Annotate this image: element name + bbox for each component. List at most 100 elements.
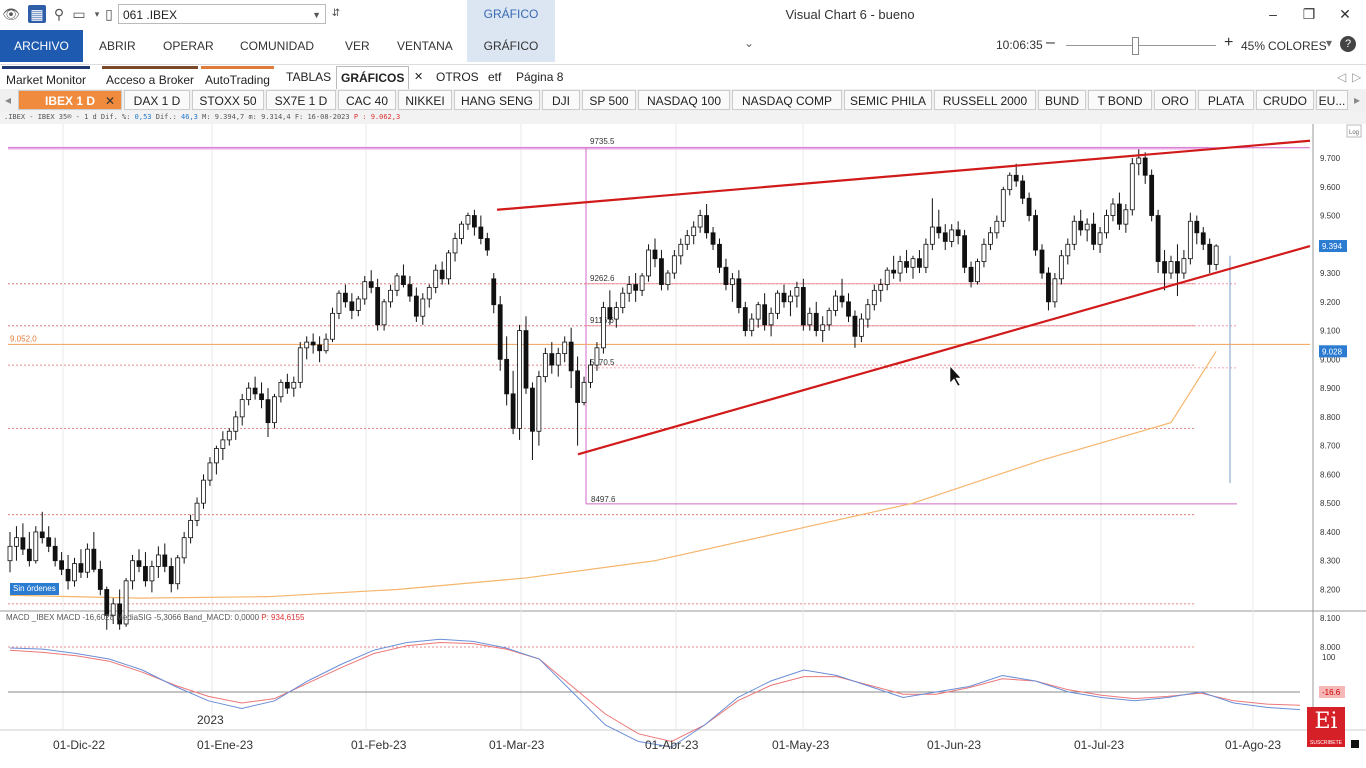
- ribbon-expand-icon[interactable]: ⌄: [744, 36, 755, 50]
- candle: [962, 229, 967, 274]
- dropdown-icon[interactable]: ▾: [94, 9, 100, 19]
- x-axis-label: 01-Jun-23: [927, 738, 982, 752]
- symbol-input[interactable]: 061 .IBEX ▼: [118, 4, 326, 24]
- layout-icon[interactable]: ▦: [28, 5, 46, 23]
- symbol-tab[interactable]: PLATA: [1198, 90, 1254, 110]
- more-icon[interactable]: ⇵: [331, 8, 341, 19]
- close-button[interactable]: ✕: [1339, 6, 1351, 22]
- candle-body: [704, 215, 709, 234]
- symbol-tab[interactable]: HANG SENG: [454, 90, 540, 110]
- symbol-tab[interactable]: SEMIC PHILA: [844, 90, 932, 110]
- last-price-text: 9.394: [1322, 242, 1343, 251]
- candle: [336, 290, 342, 320]
- candle: [794, 281, 800, 308]
- symbol-tab[interactable]: NASDAQ COMP: [732, 90, 842, 110]
- zoom-slider[interactable]: [1066, 45, 1216, 46]
- candle: [968, 261, 974, 288]
- zoom-in-button[interactable]: +: [1224, 34, 1234, 51]
- tab-market-monitor[interactable]: Market Monitor: [2, 66, 91, 91]
- tab-etf[interactable]: etf: [488, 70, 502, 84]
- macd-line: [9, 638, 1301, 748]
- folder-icon[interactable]: ▭: [72, 6, 86, 22]
- symbol-tab[interactable]: NASDAQ 100: [638, 90, 730, 110]
- symbol-scroll-right-icon[interactable]: ▸: [1353, 93, 1361, 107]
- tab-operar[interactable]: OPERAR: [163, 39, 214, 53]
- candle: [265, 388, 271, 438]
- symbol-tab[interactable]: SX7E 1 D: [266, 90, 336, 110]
- tab-tablas[interactable]: TABLAS: [286, 70, 332, 84]
- symbol-tab-active[interactable]: IBEX 1 D ✕: [18, 90, 122, 110]
- candle: [130, 554, 135, 590]
- tab-abrir[interactable]: ABRIR: [99, 39, 136, 53]
- ma-price-text: 9.028: [1322, 347, 1343, 356]
- close-icon[interactable]: ✕: [414, 71, 424, 83]
- symbol-tab[interactable]: T BOND: [1088, 90, 1152, 110]
- candle-body: [1168, 261, 1174, 274]
- candle-body: [594, 347, 600, 366]
- candle-body: [730, 278, 735, 285]
- symbol-tab[interactable]: BUND: [1038, 90, 1086, 110]
- archivo-tab[interactable]: ARCHIVO: [0, 30, 83, 62]
- minimize-button[interactable]: –: [1269, 6, 1277, 22]
- symbol-tab[interactable]: DAX 1 D: [124, 90, 190, 110]
- candle-body: [826, 310, 832, 326]
- candle: [46, 526, 52, 553]
- scroll-left-icon[interactable]: ◁: [1337, 70, 1347, 84]
- help-icon[interactable]: ?: [1340, 36, 1356, 52]
- candle: [1052, 273, 1058, 308]
- candle: [846, 293, 851, 322]
- candle: [1155, 209, 1161, 274]
- candle: [78, 549, 84, 578]
- tab-grafico[interactable]: GRÁFICO: [467, 30, 555, 62]
- candle: [575, 356, 580, 446]
- symbol-tab[interactable]: ORO: [1154, 90, 1196, 110]
- candle: [723, 258, 729, 291]
- tab-otros[interactable]: OTROS: [436, 70, 479, 84]
- candle-body: [626, 284, 632, 294]
- candle: [691, 221, 697, 245]
- symbol-tab[interactable]: EU...: [1316, 90, 1348, 110]
- x-axis-label: 01-Jul-23: [1074, 738, 1125, 752]
- document-icon[interactable]: ▯: [105, 6, 113, 22]
- tab-graficos[interactable]: GRÁFICOS: [336, 66, 410, 89]
- candle: [807, 307, 813, 331]
- candle: [72, 557, 77, 587]
- candle-body: [1207, 243, 1213, 265]
- symbol-tab[interactable]: STOXX 50: [192, 90, 264, 110]
- symbol-tab[interactable]: DJI: [542, 90, 580, 110]
- symbol-tab[interactable]: SP 500: [582, 90, 636, 110]
- symbol-tab[interactable]: CAC 40: [338, 90, 396, 110]
- close-icon[interactable]: ✕: [104, 94, 115, 108]
- eye-icon[interactable]: 👁: [2, 6, 20, 22]
- pin-icon[interactable]: ⚲: [53, 6, 65, 22]
- tab-autotrading[interactable]: AutoTrading: [201, 66, 274, 91]
- sin-ordenes-badge[interactable]: Sin órdenes: [10, 583, 59, 595]
- zoom-slider-thumb[interactable]: [1132, 37, 1139, 55]
- candle-body: [665, 272, 671, 285]
- candle: [471, 209, 477, 236]
- candle-body: [530, 387, 535, 432]
- candle-body: [226, 430, 232, 441]
- candle: [536, 370, 542, 446]
- zoom-out-button[interactable]: –: [1046, 34, 1055, 51]
- options-chevron-icon[interactable]: ▾: [1326, 36, 1333, 50]
- candle-body: [568, 341, 574, 372]
- candle-body: [1149, 174, 1155, 216]
- tab-comunidad[interactable]: COMUNIDAD: [240, 39, 314, 53]
- symbol-tab[interactable]: CRUDO: [1256, 90, 1314, 110]
- colores-button[interactable]: COLORES: [1268, 39, 1327, 53]
- chevron-down-icon[interactable]: ▼: [312, 10, 321, 20]
- candle: [542, 347, 548, 383]
- symbol-scroll-left-icon[interactable]: ◂: [4, 93, 12, 107]
- symbol-tab[interactable]: RUSSELL 2000: [934, 90, 1036, 110]
- tab-ventana[interactable]: VENTANA: [397, 39, 453, 53]
- ei-logo: Ei SUSCRIBETE: [1307, 707, 1345, 747]
- candle-body: [633, 284, 639, 291]
- tab-ver[interactable]: VER: [345, 39, 370, 53]
- symbol-tab[interactable]: NIKKEI: [398, 90, 452, 110]
- tab-pagina-8[interactable]: Página 8: [516, 70, 564, 84]
- scroll-right-icon[interactable]: ▷: [1352, 70, 1362, 84]
- restore-button[interactable]: ❐: [1302, 6, 1316, 22]
- tab-acceso-broker[interactable]: Acceso a Broker: [102, 66, 199, 91]
